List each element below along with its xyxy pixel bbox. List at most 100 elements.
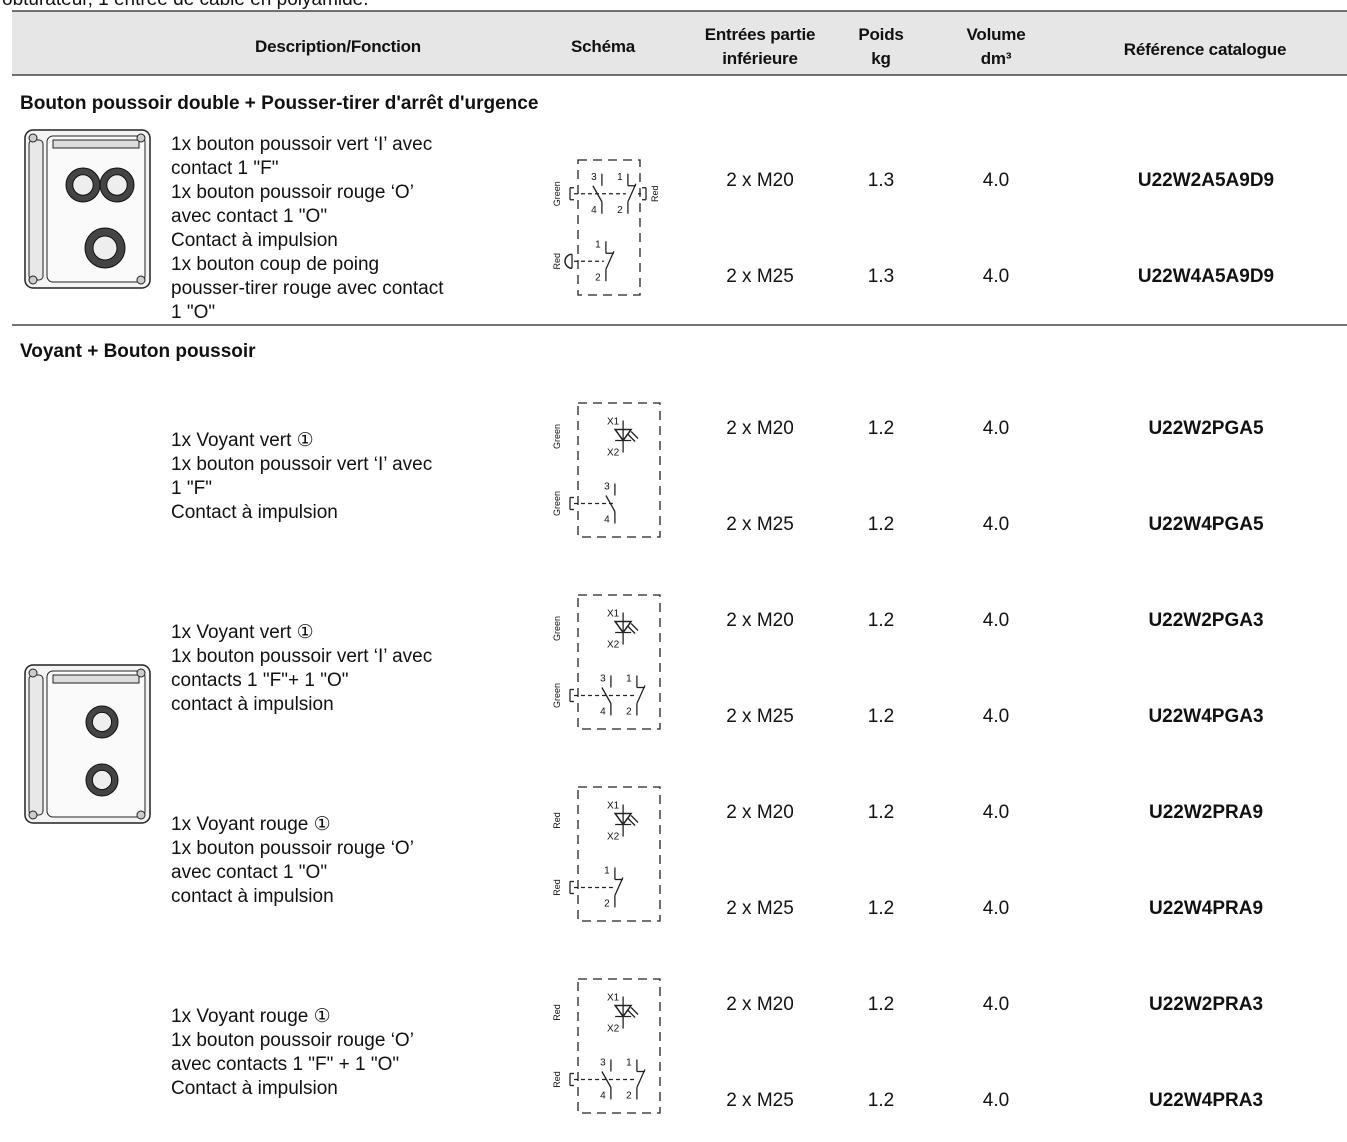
volume-cell: 4.0 <box>982 994 1010 1015</box>
description-line: 1x Voyant rouge ① <box>171 814 331 835</box>
reference-cell: U22W4PRA3 <box>1148 1090 1264 1111</box>
schematic-color-label: Red <box>650 185 660 202</box>
terminal-label: 1 <box>626 674 632 685</box>
entries-cell: 2 x M20 <box>726 802 794 823</box>
header-entries: inférieure <box>722 49 798 68</box>
terminal-label: 1 <box>626 1058 632 1069</box>
weight-cell: 1.2 <box>867 898 895 919</box>
description-line: contact 1 "F" <box>171 158 279 179</box>
entries-cell: 2 x M25 <box>726 514 794 535</box>
lamp-ray <box>630 431 639 439</box>
header-entries: Entrées partie <box>704 25 816 44</box>
description-line: Contact à impulsion <box>171 1078 338 1099</box>
lamp-ray <box>627 818 636 826</box>
entries-cell: 2 x M25 <box>726 898 794 919</box>
schematic-color-label: Green <box>552 491 562 516</box>
screw <box>136 810 146 820</box>
lamp-symbol <box>613 1004 633 1018</box>
schematic-color-label: Red <box>552 812 562 829</box>
volume-cell: 4.0 <box>982 802 1010 823</box>
reference-cell: U22W2PRA9 <box>1148 802 1264 823</box>
description-line: 1x bouton poussoir vert ‘I’ avec <box>171 646 433 667</box>
description-line: contact à impulsion <box>171 886 334 907</box>
entries-cell: 2 x M20 <box>726 418 794 439</box>
lamp-symbol <box>613 812 633 826</box>
terminal-label: 2 <box>604 899 610 910</box>
screw <box>136 275 146 285</box>
intro-text: obturateur, 1 entrée de câble en polyami… <box>2 0 369 12</box>
terminal-label: X1 <box>607 993 620 1004</box>
volume-cell: 4.0 <box>982 514 1010 535</box>
volume-cell: 4.0 <box>982 170 1010 191</box>
weight-cell: 1.2 <box>867 610 895 631</box>
description-line: Contact à impulsion <box>171 230 338 251</box>
enclosure-face <box>46 670 146 818</box>
terminal-label: 4 <box>591 205 597 216</box>
enclosure-lip <box>52 139 140 149</box>
header-schematic: Schéma <box>570 37 636 56</box>
schematic-color-label: Green <box>552 424 562 449</box>
description-line: 1x bouton poussoir rouge ‘O’ <box>171 182 414 203</box>
description-line: 1x Voyant vert ① <box>171 430 314 451</box>
schematic-frame <box>577 159 641 296</box>
contact-blade <box>627 183 637 203</box>
terminal-label: 1 <box>617 172 623 183</box>
header-weight: kg <box>871 49 891 68</box>
volume-cell: 4.0 <box>982 418 1010 439</box>
schematic-frame <box>577 786 661 922</box>
weight-cell: 1.3 <box>867 266 895 287</box>
terminal-label: X2 <box>607 448 620 459</box>
section-title: Voyant + Bouton poussoir <box>20 341 256 362</box>
terminal-label: 2 <box>626 1091 632 1102</box>
entries-cell: 2 x M20 <box>726 610 794 631</box>
weight-cell: 1.2 <box>867 994 895 1015</box>
schematic-color-label: Red <box>552 879 562 896</box>
button-cap <box>72 174 94 196</box>
description-line: 1 "O" <box>171 302 216 323</box>
terminal-label: X1 <box>607 801 620 812</box>
description-line: 1x bouton coup de poing <box>171 254 380 275</box>
terminal-label: 3 <box>604 482 610 493</box>
schematic-color-label: Red <box>552 253 562 270</box>
schematic-color-label: Red <box>552 1004 562 1021</box>
terminal-label: X1 <box>607 609 620 620</box>
header-band <box>12 11 1347 75</box>
terminal-label: 4 <box>600 707 606 718</box>
entries-cell: 2 x M25 <box>726 266 794 287</box>
section-title: Bouton poussoir double + Pousser-tirer d… <box>20 93 539 114</box>
contact-blade <box>592 185 603 203</box>
screw <box>136 133 146 143</box>
button-cap <box>91 711 113 733</box>
contact-blade <box>601 1071 612 1088</box>
reference-cell: U22W2A5A9D9 <box>1137 170 1275 191</box>
contact-blade <box>605 495 616 512</box>
schematic-color-label: Green <box>552 181 562 206</box>
description-line: avec contact 1 "O" <box>171 862 328 883</box>
reference-cell: U22W4PGA5 <box>1148 514 1264 535</box>
lamp-ray <box>630 623 639 631</box>
reference-cell: U22W2PGA5 <box>1148 418 1264 439</box>
description-line: contact à impulsion <box>171 694 334 715</box>
terminal-label: 2 <box>595 272 601 283</box>
lamp-ray <box>630 1007 639 1015</box>
description-line: 1x Voyant vert ① <box>171 622 314 643</box>
schematic-frame <box>577 978 661 1114</box>
enclosure-image <box>24 129 151 289</box>
reference-cell: U22W2PRA3 <box>1148 994 1264 1015</box>
header-reference: Référence catalogue <box>1123 40 1287 59</box>
weight-cell: 1.2 <box>867 418 895 439</box>
lamp-ray <box>627 434 636 442</box>
screw <box>136 668 146 678</box>
enclosure-lip <box>52 674 140 684</box>
schematic-color-label: Green <box>552 683 562 708</box>
estop-symbol <box>564 253 573 269</box>
terminal-label: X2 <box>607 1024 620 1035</box>
screw <box>28 668 38 678</box>
terminal-label: 3 <box>600 674 606 685</box>
description-line: avec contact 1 "O" <box>171 206 328 227</box>
button-cap <box>106 174 128 196</box>
contact-blade <box>636 1069 646 1088</box>
description-line: Contact à impulsion <box>171 502 338 523</box>
terminal-label: X1 <box>607 417 620 428</box>
schematic-color-label: Green <box>552 616 562 641</box>
